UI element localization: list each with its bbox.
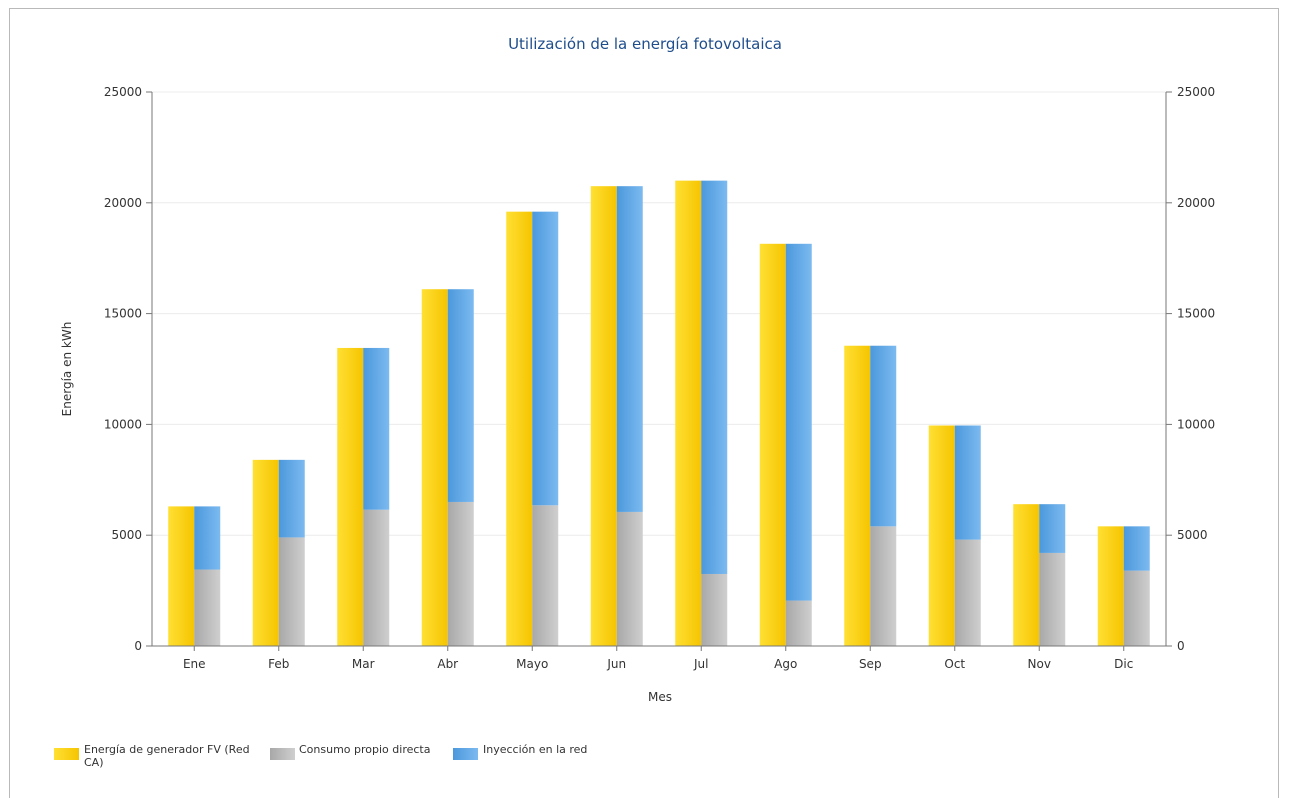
bar-consumo-ene (194, 569, 221, 646)
bar-consumo-dic (1123, 570, 1150, 646)
x-tick-label-feb: Feb (268, 657, 289, 671)
bar-inyeccion-mar (363, 347, 390, 510)
bar-inyeccion-sep (870, 345, 897, 527)
chart-title: Utilización de la energía fotovoltaica (508, 35, 782, 53)
legend-swatch-1 (54, 748, 79, 760)
bar-generacion-ene (168, 506, 195, 646)
x-tick-label-ago: Ago (774, 657, 797, 671)
bar-generacion-oct (928, 425, 955, 646)
bar-consumo-ago (785, 600, 812, 646)
y-tick-label-left: 15000 (104, 307, 142, 321)
bar-inyeccion-abr (447, 289, 474, 502)
bar-generacion-jun (590, 186, 617, 646)
x-tick-label-jun: Jun (606, 657, 626, 671)
bar-generacion-ago (759, 243, 786, 646)
bar-inyeccion-ago (785, 243, 812, 601)
legend-swatch-2 (270, 748, 295, 760)
legend-label-1: Energía de generador FV (Red (84, 743, 250, 756)
bar-generacion-sep (844, 345, 871, 646)
y-tick-label-right: 20000 (1177, 196, 1215, 210)
bar-inyeccion-feb (278, 459, 305, 538)
bar-inyeccion-mayo (532, 211, 559, 506)
bar-consumo-nov (1039, 552, 1066, 646)
y-tick-label-left: 0 (134, 639, 142, 653)
y-tick-label-right: 5000 (1177, 528, 1208, 542)
bar-generacion-nov (1013, 504, 1040, 646)
y-axis-label: Energía en kWh (60, 322, 74, 417)
bar-inyeccion-jul (701, 180, 728, 574)
bar-consumo-mayo (532, 505, 559, 646)
bar-inyeccion-dic (1123, 526, 1150, 571)
bar-generacion-feb (252, 459, 279, 646)
bar-generacion-abr (421, 289, 448, 646)
chart-frame (9, 8, 1279, 798)
y-tick-label-left: 20000 (104, 196, 142, 210)
bar-consumo-abr (447, 501, 474, 646)
bar-generacion-mar (337, 347, 364, 646)
x-axis-label: Mes (648, 690, 672, 704)
bar-consumo-jul (701, 573, 728, 646)
y-tick-label-right: 10000 (1177, 417, 1215, 431)
bar-inyeccion-nov (1039, 504, 1066, 553)
x-tick-label-mar: Mar (352, 657, 375, 671)
y-tick-label-right: 15000 (1177, 307, 1215, 321)
bar-inyeccion-ene (194, 506, 221, 570)
y-tick-label-left: 10000 (104, 417, 142, 431)
bar-consumo-sep (870, 526, 897, 646)
legend-label-2: Consumo propio directa (299, 743, 430, 756)
legend-label-3: Inyección en la red (483, 743, 587, 756)
bar-consumo-oct (954, 539, 981, 646)
x-tick-label-dic: Dic (1114, 657, 1133, 671)
y-tick-label-left: 5000 (111, 528, 142, 542)
bars (168, 180, 1150, 646)
bar-generacion-dic (1097, 526, 1124, 646)
bar-generacion-mayo (506, 211, 533, 646)
x-tick-label-sep: Sep (859, 657, 882, 671)
bar-consumo-feb (278, 537, 305, 646)
bar-inyeccion-oct (954, 425, 981, 540)
bar-inyeccion-jun (616, 186, 643, 512)
y-tick-label-left: 25000 (104, 85, 142, 99)
y-tick-label-right: 0 (1177, 639, 1185, 653)
bar-consumo-jun (616, 511, 643, 646)
x-tick-label-oct: Oct (944, 657, 965, 671)
x-tick-label-jul: Jul (693, 657, 708, 671)
axes (146, 91, 1172, 651)
bar-generacion-jul (675, 180, 702, 646)
y-tick-label-right: 25000 (1177, 85, 1215, 99)
bar-consumo-mar (363, 509, 390, 646)
legend-swatch-3 (453, 748, 478, 760)
tick-labels: 0 0 5000 5000 10000 10000 15000 15000 20000 20000… (104, 85, 1215, 671)
x-tick-label-abr: Abr (437, 657, 458, 671)
x-tick-label-ene: Ene (183, 657, 206, 671)
x-tick-label-mayo: Mayo (516, 657, 548, 671)
x-tick-label-nov: Nov (1028, 657, 1051, 671)
gridlines (152, 91, 1166, 536)
legend-label-1: CA) (84, 756, 104, 769)
